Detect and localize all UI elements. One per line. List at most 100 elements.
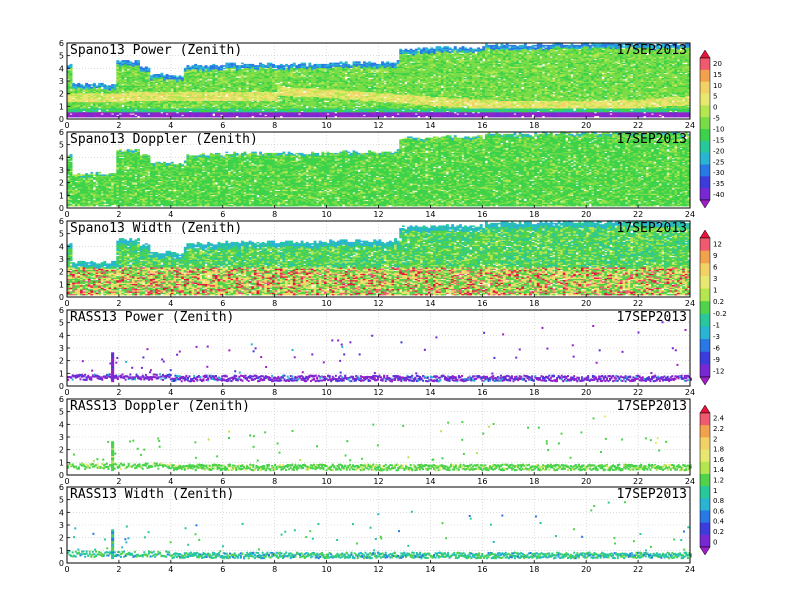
heatmap-cell bbox=[402, 111, 405, 113]
heatmap-cell bbox=[184, 85, 187, 87]
heatmap-cell bbox=[98, 83, 101, 85]
heatmap-cell bbox=[334, 63, 337, 65]
heatmap-cell bbox=[160, 113, 163, 115]
heatmap-cell bbox=[384, 103, 387, 105]
heatmap-cell bbox=[150, 75, 153, 77]
heatmap-cell bbox=[137, 60, 140, 62]
heatmap-cell bbox=[244, 77, 247, 79]
heatmap-cell bbox=[225, 63, 228, 65]
heatmap-cell bbox=[321, 94, 324, 96]
heatmap-cell bbox=[277, 98, 280, 100]
heatmap-cell bbox=[259, 63, 262, 65]
heatmap-cell bbox=[254, 72, 257, 74]
heatmap-cell bbox=[298, 101, 301, 103]
heatmap-cell bbox=[342, 107, 345, 109]
heatmap-cell bbox=[288, 65, 291, 67]
heatmap-cell bbox=[77, 83, 80, 85]
heatmap-cell bbox=[197, 91, 200, 93]
heatmap-cell bbox=[319, 103, 322, 105]
heatmap-cell bbox=[129, 115, 132, 117]
heatmap-cell bbox=[225, 70, 228, 72]
heatmap-cell bbox=[404, 65, 407, 67]
heatmap-cell bbox=[303, 77, 306, 79]
heatmap-cell bbox=[181, 77, 184, 79]
heatmap-cell bbox=[371, 79, 374, 81]
heatmap-cell bbox=[259, 84, 262, 86]
heatmap-cell bbox=[220, 65, 223, 67]
heatmap-cell bbox=[288, 88, 291, 90]
heatmap-cell bbox=[215, 73, 218, 75]
heatmap-cell bbox=[202, 87, 205, 89]
heatmap-cell bbox=[264, 69, 267, 71]
heatmap-cell bbox=[147, 115, 150, 117]
heatmap-cell bbox=[360, 64, 363, 66]
heatmap-cell bbox=[218, 66, 221, 68]
heatmap-cell bbox=[298, 97, 301, 99]
heatmap-cell bbox=[251, 99, 254, 101]
heatmap-cell bbox=[205, 65, 208, 67]
heatmap-cell bbox=[327, 64, 330, 66]
heatmap-cell bbox=[119, 61, 122, 63]
heatmap-cell bbox=[345, 74, 348, 76]
heatmap-cell bbox=[264, 107, 267, 109]
heatmap-cell bbox=[368, 61, 371, 63]
heatmap-cell bbox=[155, 84, 158, 86]
heatmap-cell bbox=[160, 97, 163, 99]
heatmap-cell bbox=[241, 69, 244, 71]
heatmap-cell bbox=[316, 88, 319, 90]
heatmap-cell bbox=[404, 84, 407, 86]
heatmap-cell bbox=[215, 77, 218, 79]
heatmap-cell bbox=[223, 68, 226, 70]
heatmap-cell bbox=[275, 69, 278, 71]
heatmap-cell bbox=[171, 108, 174, 110]
heatmap-cell bbox=[363, 61, 366, 63]
heatmap-cell bbox=[340, 65, 343, 67]
heatmap-cell bbox=[147, 85, 150, 87]
heatmap-cell bbox=[212, 107, 215, 109]
heatmap-cell bbox=[373, 104, 376, 106]
heatmap-cell bbox=[269, 63, 272, 65]
heatmap-cell bbox=[225, 97, 228, 99]
heatmap-cell bbox=[355, 99, 358, 101]
heatmap-cell bbox=[404, 103, 407, 105]
heatmap-cell bbox=[303, 63, 306, 65]
heatmap-cell bbox=[384, 98, 387, 100]
heatmap-cell bbox=[199, 65, 202, 67]
heatmap-cell bbox=[147, 68, 150, 70]
heatmap-cell bbox=[306, 66, 309, 68]
heatmap-cell bbox=[106, 85, 109, 87]
heatmap-cell bbox=[179, 75, 182, 77]
heatmap-cell bbox=[238, 89, 241, 91]
heatmap-cell bbox=[70, 115, 73, 117]
heatmap-cell bbox=[251, 92, 254, 94]
heatmap-cell bbox=[301, 112, 304, 114]
heatmap-cell bbox=[176, 77, 179, 79]
heatmap-cell bbox=[233, 63, 236, 65]
heatmap-cell bbox=[363, 74, 366, 76]
heatmap-cell bbox=[111, 98, 114, 100]
heatmap-cell bbox=[376, 72, 379, 74]
heatmap-cell bbox=[212, 64, 215, 66]
heatmap-cell bbox=[332, 68, 335, 70]
heatmap-cell bbox=[147, 108, 150, 110]
heatmap-cell bbox=[192, 65, 195, 67]
heatmap-cell bbox=[275, 65, 278, 67]
heatmap-cell bbox=[155, 74, 158, 76]
heatmap-cell bbox=[404, 93, 407, 95]
heatmap-cell bbox=[202, 106, 205, 108]
heatmap-cell bbox=[363, 106, 366, 108]
heatmap-cell bbox=[218, 111, 221, 113]
heatmap-cell bbox=[342, 63, 345, 65]
heatmap-cell bbox=[373, 63, 376, 65]
heatmap-cell bbox=[197, 65, 200, 67]
heatmap-cell bbox=[368, 79, 371, 81]
heatmap-cell bbox=[363, 96, 366, 98]
heatmap-cell bbox=[402, 50, 405, 52]
heatmap-cell bbox=[262, 64, 265, 66]
heatmap-cell bbox=[223, 89, 226, 91]
heatmap-cell bbox=[127, 70, 130, 72]
heatmap-cell bbox=[347, 72, 350, 74]
heatmap-cell bbox=[199, 80, 202, 82]
heatmap-cell bbox=[293, 68, 296, 70]
heatmap-cell bbox=[366, 63, 369, 65]
